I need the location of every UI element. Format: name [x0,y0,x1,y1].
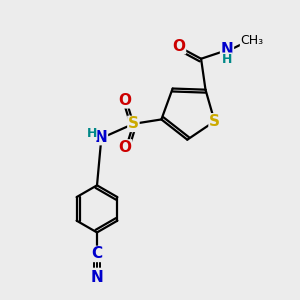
Text: N: N [91,270,103,285]
Text: S: S [128,116,139,131]
Text: O: O [119,93,132,108]
Text: O: O [172,39,185,54]
Text: N: N [95,130,107,145]
Text: C: C [92,246,103,261]
Text: H: H [86,127,97,140]
Text: S: S [209,114,220,129]
Text: CH₃: CH₃ [241,34,264,47]
Text: N: N [220,42,233,57]
Text: H: H [222,53,232,66]
Text: O: O [119,140,132,155]
